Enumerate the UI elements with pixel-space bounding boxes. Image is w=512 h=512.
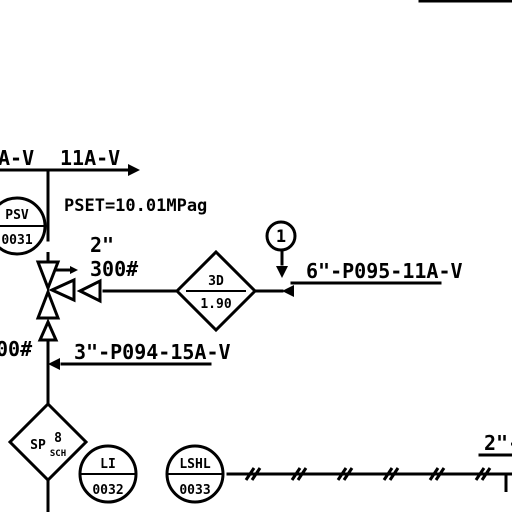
pset-label: PSET=10.01MPag [64, 196, 207, 216]
lshl-bubble[interactable]: LSHL 0033 [165, 444, 225, 504]
right-diamond-top: 3D [208, 274, 224, 289]
signal-hash-marks [244, 467, 492, 481]
lshl-number: 0033 [179, 483, 210, 498]
valve-side-triangle [48, 277, 76, 303]
flow-arrows [48, 164, 294, 370]
valve-lower-triangle [35, 287, 61, 320]
bottom-left-diamond-mid: 8 [54, 431, 62, 446]
reducer-icon [76, 278, 102, 304]
lshl-tag: LSHL [179, 457, 210, 472]
li-bubble[interactable]: LI 0032 [78, 444, 138, 504]
psv-bubble[interactable]: PSV 0031 [0, 196, 47, 256]
callout-circle [265, 220, 297, 252]
top-left-spec-label: A-V [0, 146, 34, 170]
bottom-left-diamond-top: SP [30, 438, 46, 453]
callout-number: 1 [276, 227, 286, 247]
li-number: 0032 [92, 483, 123, 498]
psv-tag: PSV [5, 208, 29, 223]
li-tag: LI [100, 457, 116, 472]
schedule-diamond[interactable]: SP 8 SCH [7, 401, 89, 483]
valve-size-label: 2" [90, 233, 114, 257]
spring-arrow [70, 266, 78, 274]
outlet-arrow [282, 285, 294, 297]
relief-valve-icon [35, 252, 76, 320]
callout-bubble[interactable]: 1 [265, 220, 297, 252]
header-arrow [128, 164, 140, 176]
spec-break-diamond[interactable]: 3D 1.90 [174, 249, 258, 333]
bottom-left-diamond-bottom: SCH [50, 449, 66, 459]
right-diamond-bottom: 1.90 [200, 297, 231, 312]
psv-number: 0031 [1, 233, 32, 248]
callout-arrow [276, 266, 288, 278]
bottom-left-diamond-shape [7, 401, 89, 483]
inlet-reducer-icon [37, 318, 59, 342]
left-rating-label: 00# [0, 337, 32, 361]
inlet-line-label: 3"-P094-15A-V [74, 340, 231, 364]
inlet-arrow [48, 358, 60, 370]
valve-rating-label: 300# [90, 257, 138, 281]
outlet-line-label: 6"-P095-11A-V [306, 259, 463, 283]
top-spec-label: 11A-V [60, 146, 120, 170]
bottom-right-size-label: 2"- [484, 431, 512, 455]
valve-upper-triangle [35, 260, 61, 293]
